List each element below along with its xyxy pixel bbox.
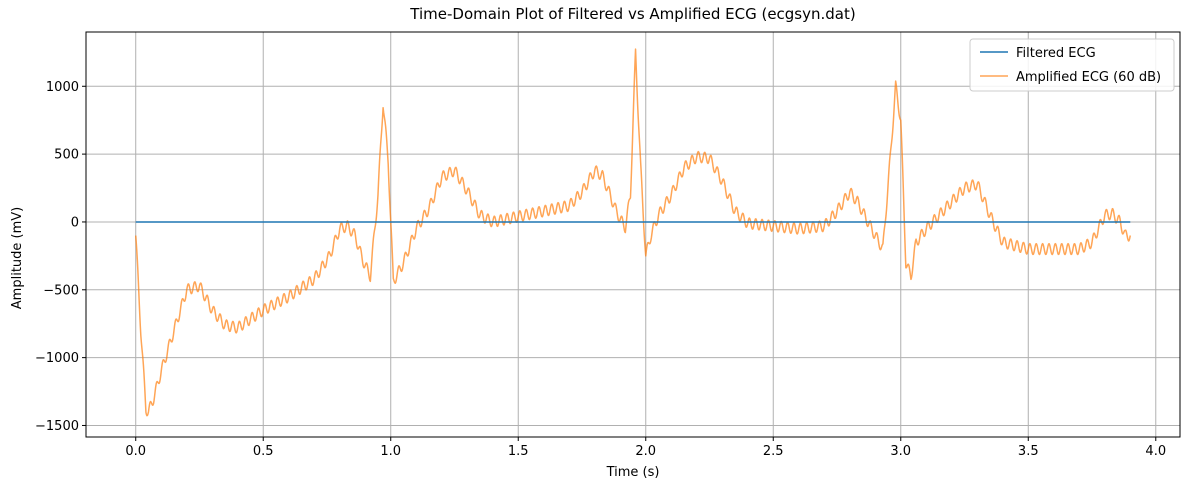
y-tick-label: 500 (54, 148, 79, 163)
x-tick-label: 1.5 (508, 444, 529, 459)
series-layer (134, 48, 1132, 417)
x-tick-label: 0.0 (125, 444, 146, 459)
y-tick-label: −500 (43, 283, 79, 298)
legend-box (969, 38, 1175, 92)
grid (86, 32, 1180, 437)
y-tick-label: 0 (71, 215, 79, 230)
y-tick-label: −1500 (35, 419, 79, 434)
x-tick-label: 1.0 (380, 444, 401, 459)
x-tick-label: 2.0 (635, 444, 656, 459)
x-tick-label: 2.5 (763, 444, 784, 459)
plot-frame (85, 31, 1181, 438)
series-line-amplified-ecg (134, 48, 1132, 417)
y-axis-ticks: −1500 −1000 −500 0 500 1000 (35, 80, 86, 434)
x-axis-label: Time (s) (606, 465, 660, 480)
chart-title: Time-Domain Plot of Filtered vs Amplifie… (409, 5, 855, 23)
x-tick-label: 3.5 (1018, 444, 1039, 459)
x-tick-label: 4.0 (1145, 444, 1166, 459)
x-tick-label: 3.0 (890, 444, 911, 459)
x-tick-label: 0.5 (253, 444, 274, 459)
legend-label-filtered-ecg: Filtered ECG (1016, 46, 1096, 61)
y-axis-label: Amplitude (mV) (10, 207, 25, 309)
y-tick-label: −1000 (35, 351, 79, 366)
legend-label-amplified-ecg: Amplified ECG (60 dB) (1016, 70, 1161, 85)
legend: Filtered ECG Amplified ECG (60 dB) (969, 38, 1175, 92)
y-tick-label: 1000 (46, 80, 79, 95)
x-axis-ticks: 0.0 0.5 1.0 1.5 2.0 2.5 3.0 3.5 4.0 (125, 437, 1166, 459)
